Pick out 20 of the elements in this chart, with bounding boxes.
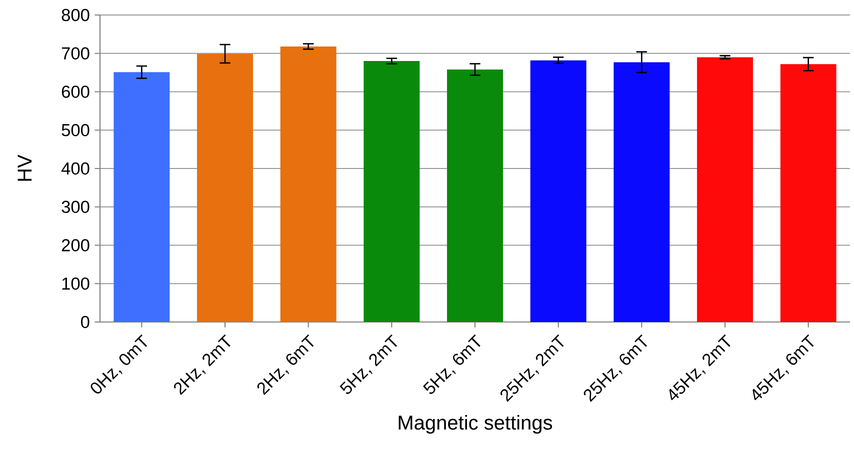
bar [197,54,254,322]
bar [614,62,670,322]
bar [530,60,586,322]
y-tick-label: 600 [62,86,90,98]
x-axis-title: Magnetic settings [398,415,552,434]
bar [114,72,170,322]
y-tick-label: 300 [62,200,90,213]
y-tick-label: 0 [80,316,90,328]
y-tick-label: 800 [62,8,90,22]
bar [780,64,836,322]
y-tick-label: 100 [62,277,90,290]
y-tick-label: 700 [62,47,90,60]
bar [447,69,503,322]
y-tick-label: 500 [62,124,90,136]
y-tick-label: 200 [62,239,90,252]
y-tick-label: 400 [61,162,90,175]
y-axis-title: HV [18,154,32,181]
bar [697,57,753,322]
bar [280,46,336,322]
bar [364,61,420,322]
